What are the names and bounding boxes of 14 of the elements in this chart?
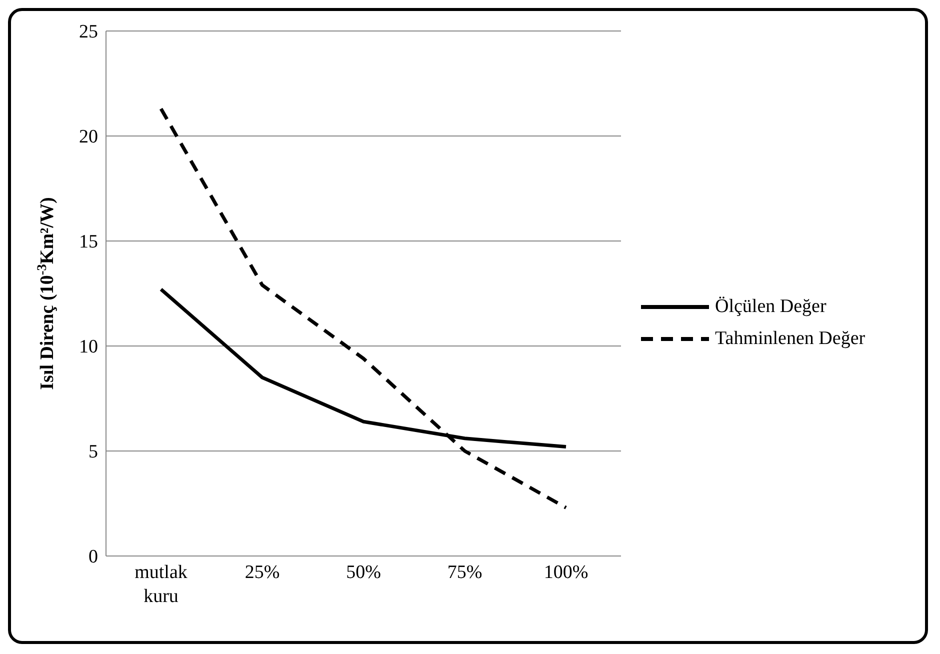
legend-label: Ölçülen Değer: [715, 296, 826, 318]
y-tick-label: 5: [88, 442, 98, 463]
x-tick-label: 75%: [447, 562, 482, 583]
x-tick-label: 25%: [244, 562, 280, 583]
y-tick-label: 0: [88, 546, 98, 568]
y-tick-label: 25: [79, 22, 98, 43]
x-tick-label: 50%: [346, 562, 382, 583]
x-tick-label: mutlak kuru: [134, 562, 188, 607]
x-tick-label: 100%: [544, 562, 588, 583]
line-series: [159, 106, 568, 510]
y-tick-label: 15: [79, 232, 98, 253]
legend-label: Tahminlenen Değer: [715, 328, 866, 350]
y-tick-label: 10: [79, 336, 98, 358]
y-tick-label: 20: [79, 126, 98, 148]
